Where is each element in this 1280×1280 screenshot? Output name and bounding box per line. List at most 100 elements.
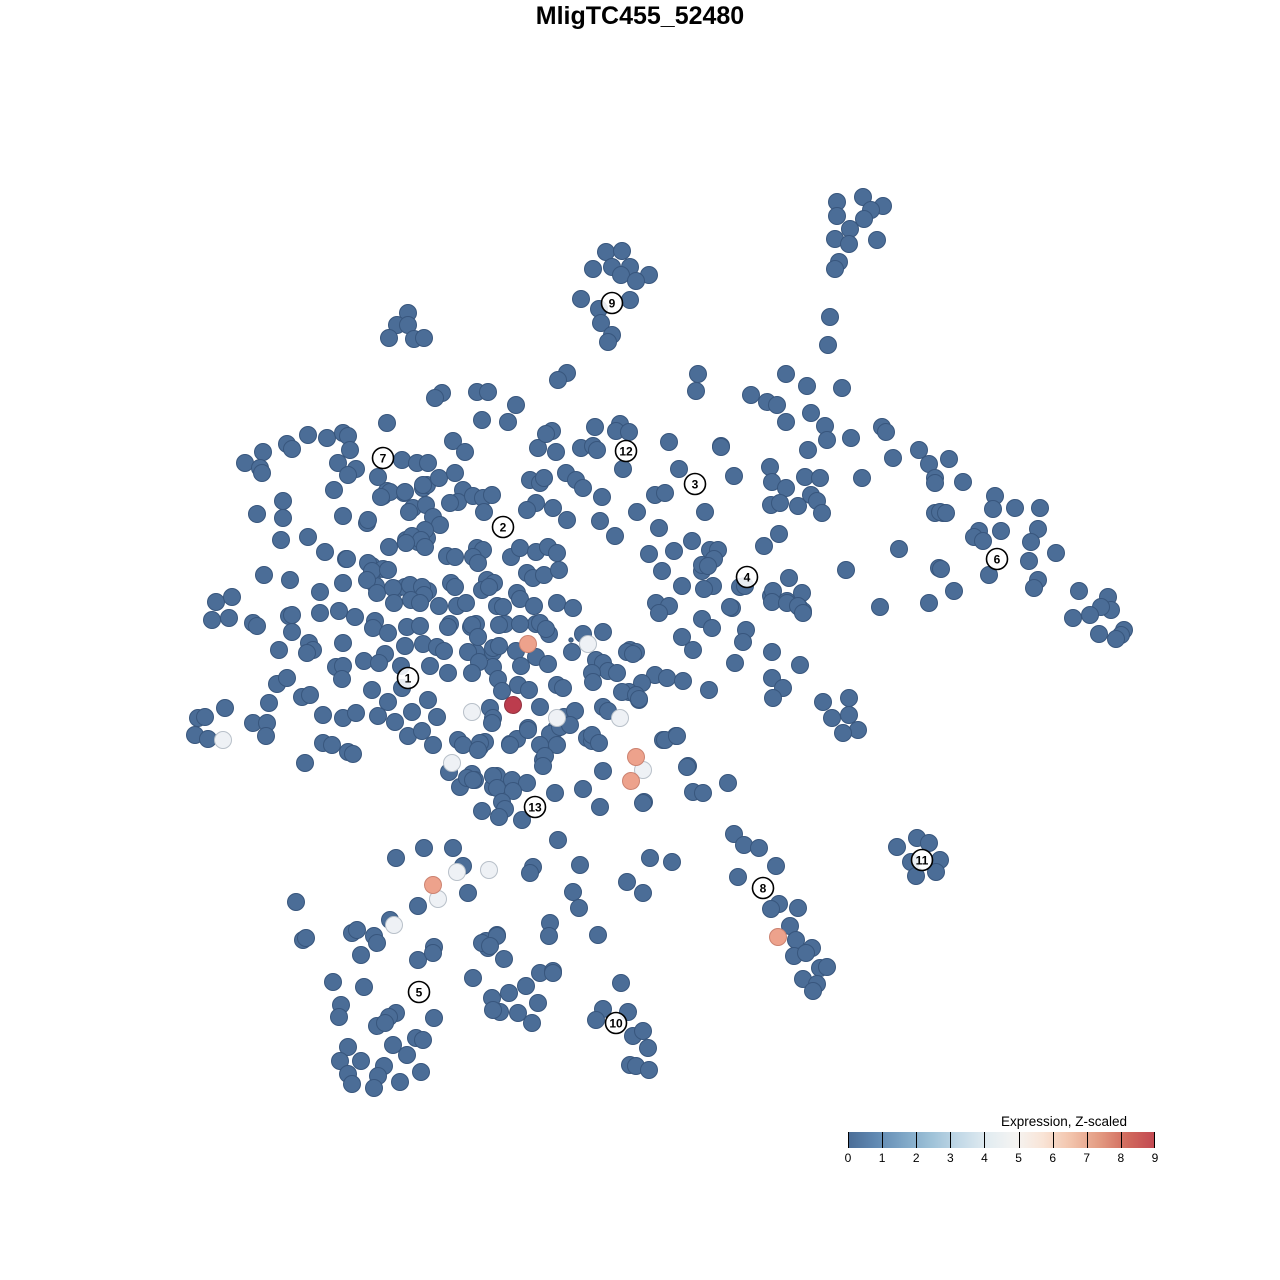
data-point-blue [324,973,342,991]
data-point-blue [413,722,431,740]
data-point-blue [630,690,648,708]
data-point-blue [459,884,477,902]
data-point-blue [428,708,446,726]
data-point-blue [411,617,429,635]
data-point-blue [837,561,855,579]
data-point-blue [299,528,317,546]
cluster-label-text-1: 1 [405,671,412,685]
data-point-blue [798,377,816,395]
data-point-blue [339,466,357,484]
legend-tick-label: 7 [1083,1151,1091,1165]
legend-tick-mark [950,1132,952,1148]
data-point-blue [537,425,555,443]
cluster-label-text-13: 13 [528,800,542,814]
data-point-blue [409,897,427,915]
data-point-blue [343,1075,361,1093]
data-point-blue [597,243,615,261]
data-point-blue [640,545,658,563]
data-point-blue [330,1008,348,1026]
data-point-blue [550,561,568,579]
data-point-blue [509,1004,527,1022]
cluster-label-text-8: 8 [760,881,767,895]
data-point-blue [454,736,472,754]
data-point-blue [512,657,530,675]
data-point-blue [431,516,449,534]
data-point-white [611,709,629,727]
data-point-blue [700,681,718,699]
data-point-blue [593,488,611,506]
data-point-blue [333,670,351,688]
data-point-blue [355,978,373,996]
data-point-blue [854,188,872,206]
data-point-blue [537,620,555,638]
data-point-blue [415,839,433,857]
data-point-blue [855,210,873,228]
cluster-label-circle-13 [523,795,547,819]
data-point-blue [771,494,789,512]
data-point-blue [802,404,820,422]
data-point-blue [849,721,867,739]
legend-tick-label: 8 [1117,1151,1125,1165]
data-point-blue [473,411,491,429]
data-point-pink [519,635,537,653]
data-point-blue [339,1038,357,1056]
data-point-blue [444,839,462,857]
data-point-blue [777,365,795,383]
data-point-blue [1022,533,1040,551]
data-point-blue [384,1036,402,1054]
legend-tick-label: 4 [981,1151,988,1165]
data-point-blue [634,794,652,812]
data-point-blue [742,386,760,404]
data-point-blue [780,569,798,587]
data-point-blue [207,593,225,611]
legend-tick-mark [1086,1132,1088,1148]
data-point-blue [518,774,536,792]
data-point-blue [483,486,501,504]
data-point-blue [1047,544,1065,562]
data-point-blue [504,782,522,800]
data-point-blue [729,868,747,886]
data-point-blue [762,900,780,918]
data-point-blue [517,977,535,995]
legend-tick-mark [916,1132,918,1148]
data-point-blue [283,623,301,641]
data-point-blue [481,937,499,955]
cluster-label-text-9: 9 [609,296,616,310]
data-point-blue [323,736,341,754]
data-point-blue [298,644,316,662]
data-point-blue [535,566,553,584]
data-point-blue [325,481,343,499]
data-point-blue [768,396,786,414]
data-point-blue [618,873,636,891]
data-point-blue [777,479,795,497]
data-point-blue [463,664,481,682]
data-point-blue [628,503,646,521]
data-point-blue [653,562,671,580]
data-point-blue [834,724,852,742]
data-point-blue [813,504,831,522]
data-point-blue [220,609,238,627]
data-point-blue [572,290,590,308]
data-point-blue [257,727,275,745]
data-point-blue [650,519,668,537]
data-point-red [504,696,522,714]
cluster-label-circle-6 [985,547,1009,571]
data-point-blue [334,507,352,525]
data-point-blue [927,863,945,881]
data-point-blue [270,641,288,659]
data-point-pink [622,772,640,790]
data-point-blue [945,582,963,600]
data-point-blue [735,836,753,854]
data-point-blue [734,633,752,651]
data-point-blue [841,220,859,238]
data-point-blue [411,594,429,612]
data-point-tiny-blue [568,637,574,643]
data-point-blue [385,594,403,612]
data-point-blue [703,619,721,637]
data-point-blue [546,784,564,802]
legend-tick-mark [984,1132,986,1148]
data-point-blue [791,656,809,674]
data-point-blue [297,929,315,947]
data-point-blue [992,522,1010,540]
data-point-blue [331,1052,349,1070]
